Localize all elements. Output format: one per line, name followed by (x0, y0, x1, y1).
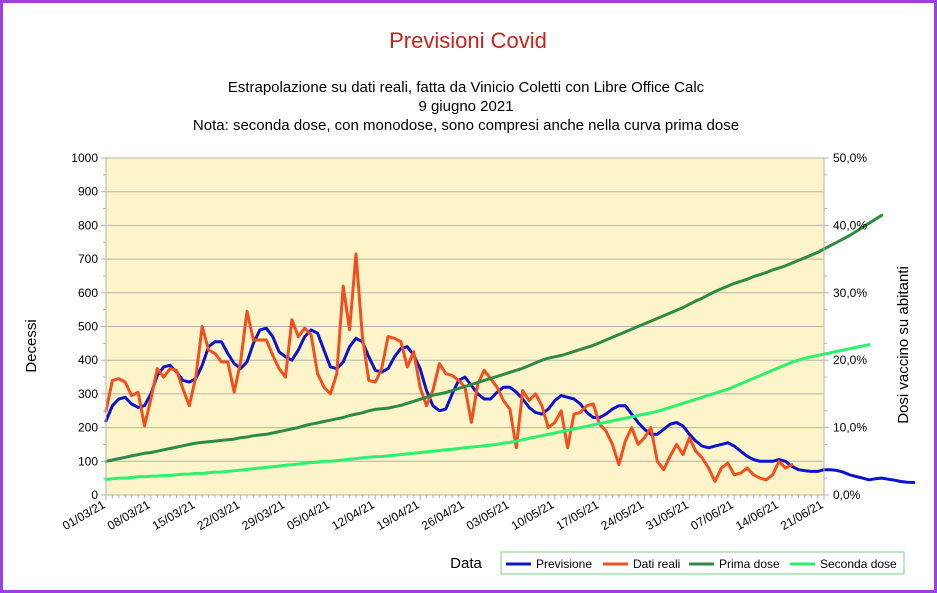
chart-subtitle-line-1: Estrapolazione su dati reali, fatta da V… (228, 79, 705, 96)
x-tick-label: 10/05/21 (509, 497, 557, 533)
x-tick-label: 19/04/21 (374, 497, 422, 533)
y-tick-label: 300 (78, 387, 98, 401)
x-tick-label: 01/03/21 (60, 497, 108, 533)
x-tick-label: 22/03/21 (195, 497, 243, 533)
y2-axis-label: Dosi vaccino su abitanti (895, 266, 912, 424)
chart-title: Previsioni Covid (389, 28, 547, 53)
y2-tick-label: 10,0% (833, 421, 867, 435)
x-tick-label: 05/04/21 (284, 497, 332, 533)
y-tick-label: 200 (78, 421, 98, 435)
x-tick-label: 07/06/21 (688, 497, 736, 533)
x-tick-label: 08/03/21 (105, 497, 153, 533)
x-tick-label: 21/06/21 (778, 497, 826, 533)
y-tick-label: 100 (78, 454, 98, 468)
series-line-seconda-dose (104, 343, 871, 481)
y-tick-label: 1000 (71, 151, 98, 165)
y2-tick-label: 0,0% (833, 488, 861, 502)
y-tick-label: 400 (78, 353, 98, 367)
y-tick-label: 600 (78, 286, 98, 300)
x-tick-label: 17/05/21 (554, 497, 602, 533)
y-tick-label: 900 (78, 185, 98, 199)
series-layer (104, 213, 916, 484)
x-tick-label: 14/06/21 (733, 497, 781, 533)
y-tick-label: 500 (78, 320, 98, 334)
x-tick-label: 12/04/21 (329, 497, 377, 533)
chart-subtitle-line-3: Nota: seconda dose, con monodose, sono c… (193, 117, 739, 134)
y-tick-label: 800 (78, 218, 98, 232)
chart-subtitle-line-2: 9 giugno 2021 (418, 98, 513, 115)
y2-tick-label: 40,0% (833, 218, 867, 232)
x-tick-label: 31/05/21 (643, 497, 691, 533)
x-tick-label: 24/05/21 (599, 497, 647, 533)
x-tick-label: 03/05/21 (464, 497, 512, 533)
x-tick-label: 26/04/21 (419, 497, 467, 533)
legend-label-seconda-dose: Seconda dose (820, 557, 897, 571)
x-tick-label: 29/03/21 (240, 497, 288, 533)
y-tick-label: 0 (91, 488, 98, 502)
legend-label-previsione: Previsione (536, 557, 592, 571)
y-tick-label: 700 (78, 252, 98, 266)
y2-tick-label: 30,0% (833, 286, 867, 300)
series-line-prima-dose (104, 213, 884, 463)
y2-tick-label: 20,0% (833, 353, 867, 367)
axes-layer (101, 157, 829, 500)
x-axis-label: Data (450, 555, 482, 572)
legend: Previsione Dati reali Prima dose Seconda… (500, 551, 905, 575)
series-line-dati-reali (104, 252, 794, 483)
legend-label-dati-reali: Dati reali (633, 557, 680, 571)
x-tick-label: 15/03/21 (150, 497, 198, 533)
legend-label-prima-dose: Prima dose (719, 557, 780, 571)
y-axis-label: Decessi (23, 319, 40, 372)
y2-tick-label: 50,0% (833, 151, 867, 165)
